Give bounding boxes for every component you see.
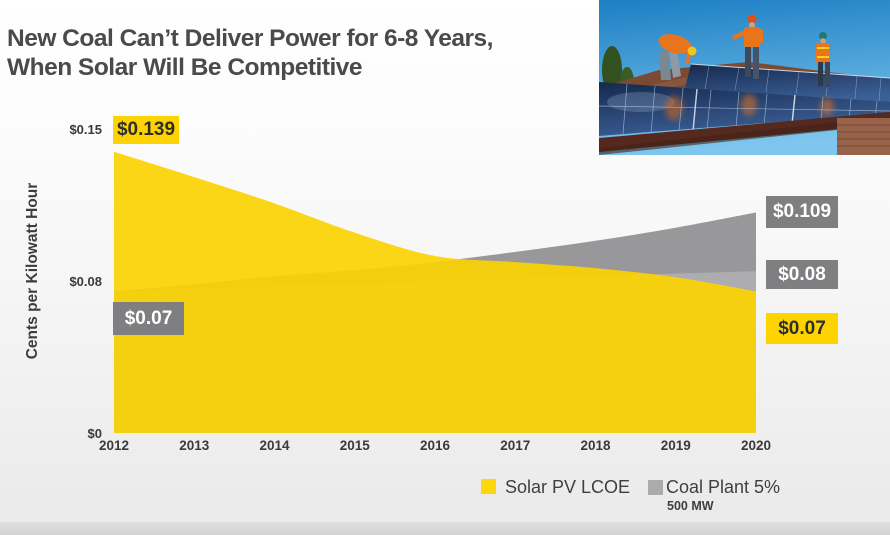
x-axis-year-label: 2015 [339,438,370,453]
x-axis-year-label: 2012 [98,438,130,453]
x-axis-year-label: 2013 [179,438,210,453]
legend-coal-swatch-icon [648,480,663,495]
legend-solar-swatch-icon [481,479,496,494]
y-tick-015: $0.15 [69,122,102,137]
area-solar-pv [114,151,756,434]
worker-standing [816,32,830,87]
eave-and-brick-wall [599,112,890,155]
page-title-line1: New Coal Can’t Deliver Power for 6-8 Yea… [7,25,493,52]
panel-reflections [665,94,834,120]
legend-solar-label: Solar PV LCOE [505,477,631,497]
chart-areas [114,151,756,434]
callout-coal-2020-high: $0.109 [766,196,838,228]
x-axis-year-label: 2019 [660,438,691,453]
y-tick-008: $0.08 [69,274,102,289]
solar-panel-array-back-row [685,63,890,104]
page-title-line2: When Solar Will Be Competitive [7,54,363,82]
x-axis-year-label: 2020 [740,438,772,453]
callout-coal-2012: $0.07 [113,302,184,335]
x-axis-year-label: 2014 [259,438,290,453]
callout-coal-2020-low: $0.08 [766,260,838,289]
solar-panel-array-front-row [599,82,890,136]
solar-installers-photo [599,0,890,155]
worker-bending [658,34,697,80]
y-tick-0: $0 [87,426,102,441]
worker-walking [732,14,763,79]
callout-solar-2020: $0.07 [766,313,838,344]
footer-band [0,522,890,535]
callout-solar-2012: $0.139 [113,116,179,144]
page-title: New Coal Can’t Deliver Power for 6-8 Yea… [7,24,597,83]
legend-coal-label: Coal Plant 5% [666,477,781,497]
x-axis-year-label: 2018 [580,438,611,453]
x-axis-year-label: 2017 [500,438,531,453]
x-axis-year-label: 2016 [419,438,451,453]
legend-coal-sub-label: 500 MW [667,499,714,513]
y-axis-title: Cents per Kilowatt Hour [24,182,41,360]
